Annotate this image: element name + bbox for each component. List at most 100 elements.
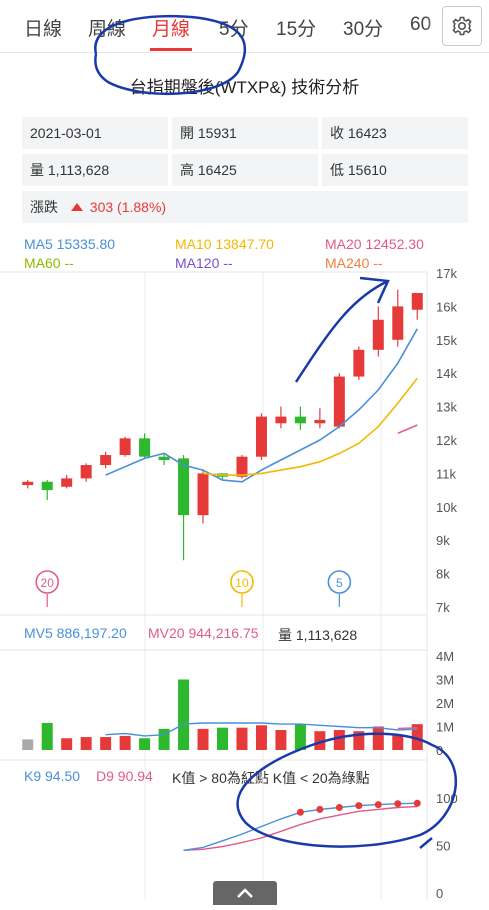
volume-bar	[255, 725, 267, 750]
ma5-line	[105, 328, 418, 483]
chevron-up-icon	[237, 888, 253, 898]
volume-tick-label: 0	[436, 743, 443, 758]
volume-bar	[41, 722, 53, 750]
volume-bar	[294, 724, 306, 750]
up-triangle-icon	[70, 203, 83, 211]
k-overbought-dot	[316, 805, 324, 813]
candle-body	[236, 456, 248, 477]
candle-body	[392, 306, 404, 340]
ma-marker-circle	[35, 570, 60, 594]
low-label: 低	[330, 162, 344, 178]
ma10-line	[202, 377, 418, 476]
collapse-button[interactable]	[213, 881, 277, 905]
k-overbought-dot	[394, 800, 402, 808]
price-tick-label: 10k	[436, 500, 457, 515]
volume-bar	[139, 738, 151, 750]
info-open: 開 15931	[172, 117, 318, 149]
change-value: 303 (1.88%)	[89, 199, 167, 215]
candle-body	[178, 458, 190, 516]
price-tick-label: 11k	[436, 466, 456, 481]
date-value: 2021-03-01	[30, 125, 102, 141]
volume-bar	[80, 737, 92, 750]
price-tick-label: 14k	[436, 366, 457, 381]
info-high: 高 16425	[172, 154, 318, 186]
kd-tick-label: 100	[436, 791, 458, 806]
volume-bar	[197, 728, 209, 750]
info-change: 漲跌 303 (1.88%)	[22, 191, 468, 223]
volume-bar	[100, 737, 112, 750]
ma10-legend: MA10 13847.70	[175, 236, 274, 252]
candle-body	[197, 473, 209, 516]
volume-bar	[22, 739, 34, 750]
high-label: 高	[180, 162, 194, 178]
volume-legend: 量 1,113,628	[278, 627, 358, 643]
mv20-legend: MV20 944,216.75	[148, 625, 259, 641]
info-low: 低 15610	[322, 154, 468, 186]
ma5-legend: MA5 15335.80	[24, 236, 116, 252]
k-overbought-dot	[413, 799, 421, 807]
volume-bar	[178, 679, 190, 750]
k-overbought-dot	[296, 808, 304, 816]
volume-bar	[158, 728, 170, 750]
mv20-line	[397, 727, 418, 730]
volume-tick-label: 1M	[436, 720, 454, 735]
ma-marker-label: 20	[41, 576, 55, 590]
price-tick-label: 9k	[436, 533, 450, 548]
candle-body	[119, 438, 131, 456]
info-close: 收 16423	[322, 117, 468, 149]
k-overbought-dot	[374, 801, 382, 809]
settings-button[interactable]	[442, 6, 482, 46]
price-tick-label: 15k	[436, 333, 457, 348]
ma-marker-circle	[230, 570, 254, 594]
volume-bar	[333, 730, 345, 750]
low-value: 15610	[347, 162, 387, 178]
volume-bar	[275, 730, 287, 750]
volume-bar	[314, 731, 326, 750]
ma20-line	[397, 424, 418, 435]
info-date: 2021-03-01	[22, 117, 168, 149]
price-tick-label: 17k	[436, 266, 457, 281]
price-tick-label: 16k	[436, 299, 457, 314]
candle-body	[255, 416, 267, 457]
ma-marker-circle	[327, 570, 352, 594]
candle-body	[41, 481, 53, 491]
volume-bar	[392, 734, 404, 750]
ma20-legend: MA20 12452.30	[325, 236, 424, 252]
kd-tick-label: 0	[436, 886, 443, 900]
candle-body	[100, 455, 112, 466]
k-overbought-dot	[335, 804, 343, 811]
candle-body	[275, 416, 287, 424]
candle-body	[80, 465, 92, 479]
volume-bar	[372, 726, 384, 750]
volume-value: 1,113,628	[47, 162, 110, 178]
candle-body	[333, 376, 345, 427]
tab-daily[interactable]: 日線	[24, 19, 63, 40]
candle-body	[61, 478, 73, 487]
tab-60min[interactable]: 60	[410, 14, 432, 35]
candle-body	[139, 438, 151, 457]
info-volume: 量 1,113,628	[22, 154, 168, 186]
volume-tick-label: 2M	[436, 696, 454, 711]
open-value: 15931	[197, 125, 237, 141]
price-tick-label: 13k	[436, 400, 457, 415]
ma-marker-label: 10	[235, 576, 249, 590]
candle-body	[22, 481, 34, 486]
candle-body	[353, 349, 365, 377]
volume-bar	[236, 727, 248, 750]
price-tick-label: 7k	[436, 600, 450, 615]
volume-bar	[353, 731, 365, 750]
gear-icon	[452, 16, 472, 36]
tab-15min[interactable]: 15分	[276, 19, 317, 40]
candle-body	[158, 456, 170, 461]
ma120-legend: MA120 --	[175, 255, 233, 271]
d9-legend: D9 90.94	[96, 768, 153, 784]
candle-body	[372, 319, 384, 350]
volume-tick-label: 3M	[436, 673, 454, 688]
candle-body	[411, 293, 423, 310]
tab-30min[interactable]: 30分	[343, 19, 384, 40]
ma-marker-label: 5	[336, 576, 343, 590]
close-label: 收	[330, 125, 344, 141]
ma240-legend: MA240 --	[325, 255, 383, 271]
k-overbought-dot	[355, 802, 363, 810]
price-tick-label: 12k	[436, 433, 457, 448]
